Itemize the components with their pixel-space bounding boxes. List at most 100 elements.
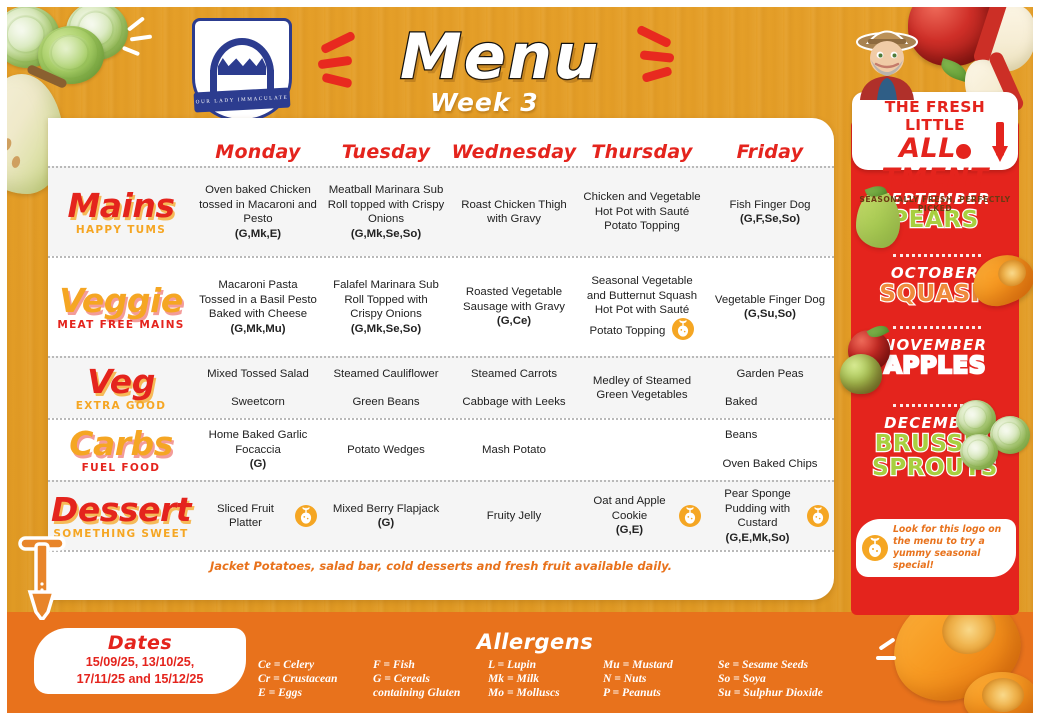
menu-table: Monday Tuesday Wednesday Thursday Friday… — [48, 118, 834, 600]
allergen-entry: Mu = Mustard — [603, 658, 673, 671]
season-divider — [893, 254, 981, 257]
allergen-entry: N = Nuts — [603, 672, 647, 686]
menu-cell: Mixed Berry Flapjack (G) — [322, 482, 450, 550]
day-header-friday: Friday — [736, 141, 804, 163]
menu-item-text: Falafel Marinara Sub Roll Topped with Cr… — [333, 279, 439, 320]
allergen-entry: containing Gluten — [373, 686, 461, 700]
row-label-dessert: Dessert SOMETHING SWEET — [48, 482, 194, 550]
menu-item-text: Mixed Berry Flapjack — [332, 502, 440, 515]
allergen-entry: Mk = Milk — [488, 672, 540, 686]
allotment-tagline: SEASONALLY FRESH, PERFECTLY PICKED — [859, 195, 1011, 213]
menu-item-text-2: Baked — [725, 396, 758, 408]
menu-item-text: Seasonal Vegetable and Butternut Squash … — [586, 275, 698, 337]
season-item-december: DECEMBER BRUSSEL SPROUTS — [851, 414, 1019, 481]
season-name: PEARS — [890, 207, 979, 233]
allotment-logo: THE FRESH LITTLE ALLTMENT SEASONALLY FRE… — [852, 92, 1018, 213]
allergen-entry: Ce = Celery — [258, 658, 315, 671]
crest-monogram-leg — [210, 70, 217, 96]
row-label-subtitle: FUEL FOOD — [81, 461, 161, 474]
menu-cell: Sliced Fruit Platter — [194, 482, 322, 550]
allergen-column: Se = Sesame Seeds So = Soya Su = Sulphur… — [718, 658, 833, 701]
season-item-september: SEPTEMBER PEARS — [851, 190, 1019, 233]
season-month: OCTOBER — [890, 264, 980, 282]
row-label-title: Carbs — [69, 423, 173, 463]
allergen-entry: Su = Sulphur Dioxide — [718, 686, 823, 700]
menu-cell: Medley of Steamed Green Vegetables — [578, 358, 706, 418]
allergen-entry: L = Lupin — [488, 658, 537, 671]
row-label-mains: Mains HAPPY TUMS — [48, 168, 194, 256]
menu-cell: Mash Potato — [450, 420, 578, 480]
row-label-subtitle: SOMETHING SWEET — [53, 527, 189, 540]
menu-item-text-2: Cabbage with Leeks — [462, 396, 566, 408]
row-label-title: Veggie — [59, 280, 183, 320]
menu-item-allergens: (G) — [249, 458, 267, 471]
menu-cell: Falafel Marinara Sub Roll Topped with Cr… — [322, 258, 450, 356]
menu-item-allergens: (G) — [377, 517, 395, 529]
menu-item-text: Meatball Marinara Sub Roll topped with C… — [327, 184, 445, 225]
day-header-thursday: Thursday — [591, 141, 693, 163]
row-label-veggie: Veggie MEAT FREE MAINS — [48, 258, 194, 356]
dates-line-1: 15/09/25, 13/10/25, — [85, 655, 195, 669]
allergen-entry: P = Peanuts — [603, 686, 661, 700]
menu-item-allergens: (G,Mk,Se,So) — [350, 322, 422, 335]
season-month: DECEMBER — [884, 414, 986, 432]
farmer-character-icon — [856, 30, 918, 100]
menu-item-allergens: (G,E,Mk,So) — [725, 531, 790, 544]
menu-item-text: Steamed Cauliflower — [333, 367, 439, 380]
table-row: Veggie MEAT FREE MAINS Macaroni Pasta To… — [48, 256, 834, 356]
crest-banner-text: OUR LADY IMMACULATE — [195, 94, 289, 106]
menu-item-allergens: (G,Mk,E) — [234, 227, 282, 240]
menu-cell: Fruity Jelly — [450, 482, 578, 550]
allergens-heading: Allergens — [476, 630, 594, 654]
menu-cell: Roast Chicken Thigh with Gravy — [450, 168, 578, 256]
allergen-entry: E = Eggs — [258, 686, 302, 700]
menu-item-text: Oven baked Chicken tossed in Macaroni an… — [199, 184, 317, 225]
allotment-logo-line2: ALLTMENT — [852, 134, 1018, 194]
row-label-subtitle: HAPPY TUMS — [75, 223, 167, 236]
seasonal-special-badge-icon — [295, 505, 317, 527]
menu-item-allergens: (G,E) — [615, 524, 644, 537]
seasonal-badge-note: Look for this logo on the menu to try a … — [856, 519, 1016, 577]
menu-item-text: Medley of Steamed Green Vegetables — [592, 374, 692, 402]
table-row: Veg EXTRA GOOD Mixed Tossed Salad Sweetco… — [48, 356, 834, 418]
menu-cell: Vegetable Finger Dog (G,Su,So) — [706, 258, 834, 356]
menu-title-text: Menu — [399, 20, 601, 93]
seasonal-special-badge-icon — [807, 505, 829, 527]
allergen-entry: F = Fish — [373, 658, 415, 671]
menu-cell — [578, 420, 706, 480]
allotment-logo-line1: THE FRESH LITTLE — [884, 98, 986, 134]
menu-item-text: Chicken and Vegetable Hot Pot with Sauté… — [583, 191, 701, 233]
allergen-column: F = Fish G = Cereals containing Gluten — [373, 658, 488, 701]
menu-cell: Macaroni Pasta Tossed in a Basil Pesto B… — [194, 258, 322, 356]
seasonal-special-badge-icon — [862, 535, 888, 561]
row-label-subtitle: MEAT FREE MAINS — [57, 318, 185, 331]
week-label: Week 3 — [430, 88, 539, 117]
menu-cell: Steamed Cauliflower Green Beans — [322, 358, 450, 418]
menu-item-text: Home Baked Garlic Focaccia — [208, 429, 308, 456]
day-header-monday: Monday — [215, 141, 301, 163]
menu-cell: Garden Peas Baked — [706, 358, 834, 418]
allergen-column: L = Lupin Mk = Milk Mo = Molluscs — [488, 658, 603, 701]
table-row: Mains HAPPY TUMS Oven baked Chicken toss… — [48, 166, 834, 256]
menu-cell: Seasonal Vegetable and Butternut Squash … — [578, 258, 706, 356]
season-divider — [893, 404, 981, 407]
menu-cell: Potato Wedges — [322, 420, 450, 480]
dates-heading: Dates — [107, 632, 173, 654]
menu-item-allergens: (G,Ce) — [496, 315, 532, 328]
menu-cell: Beans Oven Baked Chips — [706, 420, 834, 480]
row-label-title: Mains — [67, 185, 175, 225]
menu-cell: Fish Finger Dog (G,F,Se,So) — [706, 168, 834, 256]
menu-item-text: Roasted Vegetable Sausage with Gravy — [463, 286, 565, 313]
row-label-subtitle: EXTRA GOOD — [75, 399, 167, 412]
allotment-logo-line2-b: TMENT — [881, 163, 989, 194]
menu-cell: Steamed Carrots Cabbage with Leeks — [450, 358, 578, 418]
menu-item-text: Roast Chicken Thigh with Gravy — [461, 198, 567, 226]
menu-item-text-2: Green Beans — [352, 396, 420, 408]
crest-monogram — [210, 38, 274, 88]
menu-item-text: Fish Finger Dog — [729, 198, 811, 211]
table-header-row: Monday Tuesday Wednesday Thursday Friday — [48, 118, 834, 166]
seasonal-special-badge-icon — [672, 317, 695, 340]
menu-item-text: Fruity Jelly — [486, 509, 542, 522]
allergen-column: Ce = Celery Cr = Crustacean E = Eggs — [258, 658, 373, 701]
menu-item-text: Potato Wedges — [347, 443, 425, 456]
